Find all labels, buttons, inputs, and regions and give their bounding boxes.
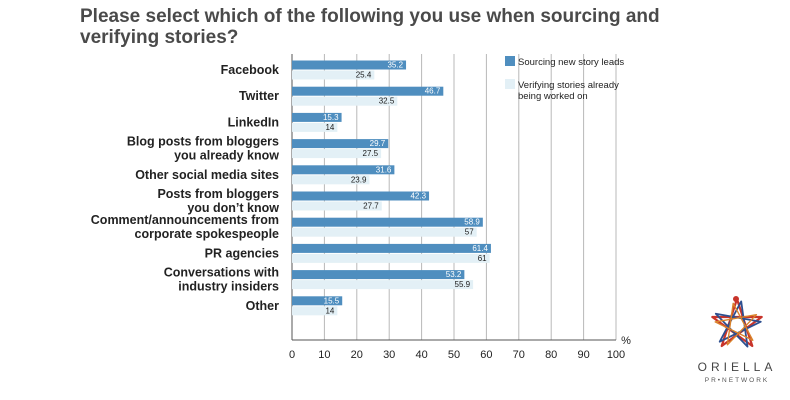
bar-sourcing	[292, 112, 342, 122]
x-tick-label: 80	[545, 349, 557, 361]
category-label: Other social media sites	[135, 168, 279, 182]
bar-verifying	[292, 149, 382, 159]
legend-swatch-verifying	[505, 79, 515, 89]
data-label-sourcing: 46.7	[425, 87, 441, 96]
x-tick-label: 0	[289, 349, 295, 361]
logo-star	[711, 297, 763, 348]
data-label-sourcing: 53.2	[446, 270, 462, 279]
bar-verifying	[292, 122, 338, 132]
data-label-sourcing: 15.5	[324, 296, 340, 305]
category-label: you don’t know	[187, 201, 279, 215]
data-label-verifying: 25.4	[356, 71, 372, 80]
oriella-logo: ORIELLA PR•NETWORK	[698, 296, 777, 384]
bar-verifying	[292, 227, 477, 237]
bar-sourcing	[292, 217, 483, 227]
bar-sourcing	[292, 86, 444, 96]
data-label-verifying: 14	[325, 123, 334, 132]
category-label: Comment/announcements from	[91, 213, 279, 227]
x-tick-label: 100	[607, 349, 625, 361]
legend-label-verifying: Verifying stories already being worked on	[518, 80, 619, 102]
data-label-verifying: 23.9	[351, 175, 367, 184]
bar-verifying	[292, 306, 338, 316]
bar-sourcing	[292, 165, 395, 175]
x-tick-label: 90	[577, 349, 589, 361]
data-label-sourcing: 61.4	[472, 244, 488, 253]
category-label: LinkedIn	[228, 115, 279, 129]
logo-name: ORIELLA	[698, 360, 777, 374]
logo-star	[714, 302, 758, 346]
data-label-sourcing: 42.3	[410, 192, 426, 201]
bar-sourcing	[292, 296, 343, 306]
data-label-sourcing: 35.2	[387, 61, 403, 70]
bar-sourcing	[292, 60, 407, 70]
bar-verifying	[292, 70, 375, 80]
data-label-sourcing: 58.9	[464, 218, 480, 227]
x-tick-label: 30	[383, 349, 395, 361]
logo-dot	[733, 296, 739, 302]
category-label: Conversations with	[164, 266, 279, 280]
category-label: Blog posts from bloggers	[127, 135, 279, 149]
x-tick-label: 70	[513, 349, 525, 361]
category-label: Other	[246, 299, 279, 313]
bar-verifying	[292, 201, 382, 211]
category-label: corporate spokespeople	[135, 227, 280, 241]
category-label: you already know	[174, 149, 279, 163]
x-tick-label: 40	[415, 349, 427, 361]
category-label: PR agencies	[205, 246, 279, 260]
x-tick-label: 60	[480, 349, 492, 361]
chart-title: Please select which of the following you…	[80, 6, 660, 48]
bar-sourcing	[292, 270, 465, 280]
bar-verifying	[292, 96, 398, 106]
category-label: Posts from bloggers	[157, 187, 279, 201]
bar-sourcing	[292, 139, 389, 149]
unit-label: %	[621, 335, 631, 347]
legend-label-sourcing: Sourcing new story leads	[518, 57, 624, 68]
data-label-verifying: 55.9	[455, 280, 471, 289]
data-label-sourcing: 31.6	[376, 165, 392, 174]
x-tick-label: 10	[318, 349, 330, 361]
x-tick-label: 20	[351, 349, 363, 361]
bar-sourcing	[292, 243, 491, 253]
data-label-verifying: 27.7	[363, 202, 379, 211]
data-label-verifying: 57	[465, 228, 474, 237]
data-label-sourcing: 29.7	[370, 139, 386, 148]
data-label-verifying: 14	[325, 306, 334, 315]
data-label-verifying: 27.5	[363, 149, 379, 158]
category-label: Facebook	[221, 63, 279, 77]
data-label-verifying: 32.5	[379, 97, 395, 106]
legend-swatch-sourcing	[505, 56, 515, 66]
data-label-verifying: 61	[478, 254, 487, 263]
category-label: Twitter	[239, 89, 279, 103]
logo-subtitle: PR•NETWORK	[705, 377, 770, 384]
bar-verifying	[292, 280, 474, 290]
x-tick-label: 50	[448, 349, 460, 361]
bar-verifying	[292, 253, 490, 263]
data-label-sourcing: 15.3	[323, 113, 339, 122]
bar-sourcing	[292, 191, 430, 201]
category-label: industry insiders	[178, 280, 279, 294]
bar-verifying	[292, 175, 370, 185]
